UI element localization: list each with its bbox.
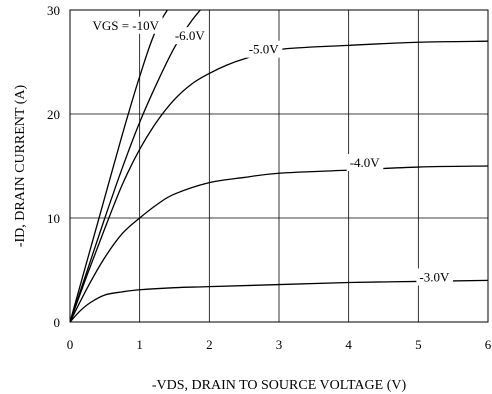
x-tick-label: 0 — [67, 337, 74, 352]
x-tick-label: 2 — [206, 337, 213, 352]
x-tick-label: 1 — [136, 337, 143, 352]
curve-label-4: -3.0V — [419, 269, 450, 284]
y-tick-label: 10 — [47, 211, 60, 226]
y-tick-label: 0 — [54, 315, 61, 330]
curve-label-bg — [346, 154, 384, 172]
curve-label-0: VGS = -10V — [92, 18, 159, 33]
curve-label-group-0: VGS = -10V — [89, 16, 163, 34]
curve-2 — [70, 40, 488, 322]
y-tick-label: 30 — [47, 3, 60, 18]
curve-label-group-2: -5.0V — [245, 40, 283, 58]
curve-label-bg — [89, 16, 163, 34]
curve-label-bg — [245, 40, 283, 58]
curve-label-2: -5.0V — [249, 42, 280, 57]
x-tick-label: 5 — [415, 337, 422, 352]
curve-label-bg — [171, 27, 209, 45]
x-tick-label: 6 — [485, 337, 492, 352]
axis-ticks: 0 1 2 3 4 5 6 0 10 20 30 — [47, 3, 492, 352]
curve-label-1: -6.0V — [175, 28, 206, 43]
curve-label-3: -4.0V — [350, 155, 381, 170]
curve-label-group-1: -6.0V — [171, 27, 209, 45]
y-axis-title: -ID, DRAIN CURRENT (A) — [13, 85, 28, 248]
x-tick-label: 3 — [276, 337, 283, 352]
y-tick-label: 20 — [47, 107, 60, 122]
x-tick-label: 4 — [345, 337, 352, 352]
curve-4 — [70, 279, 488, 322]
curve-label-group-3: -4.0V — [346, 154, 384, 172]
curve-labels: VGS = -10V -6.0V -5.0V -4.0V -3.0V — [89, 16, 453, 286]
curve-label-group-4: -3.0V — [416, 268, 453, 286]
curve-label-bg — [416, 268, 453, 286]
x-axis-title: -VDS, DRAIN TO SOURCE VOLTAGE (V) — [152, 378, 407, 393]
